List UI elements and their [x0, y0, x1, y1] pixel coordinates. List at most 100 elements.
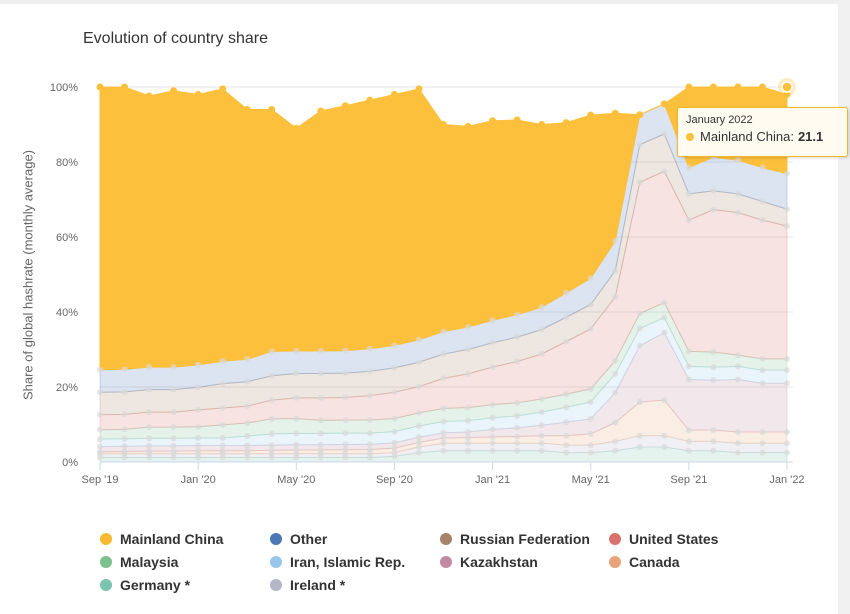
marker-kazakhstan[interactable]	[415, 434, 422, 441]
marker-iran-islamic-rep[interactable]	[538, 409, 545, 416]
marker-kazakhstan[interactable]	[170, 442, 177, 449]
marker-united-states[interactable]	[342, 394, 349, 401]
marker-iran-islamic-rep[interactable]	[759, 367, 766, 374]
marker-united-states[interactable]	[293, 394, 300, 401]
marker-other[interactable]	[219, 358, 226, 365]
marker-ireland[interactable]	[636, 432, 643, 439]
marker-russian-federation[interactable]	[244, 378, 251, 385]
marker-ireland[interactable]	[612, 438, 619, 445]
marker-ireland[interactable]	[759, 440, 766, 447]
marker-malaysia[interactable]	[342, 417, 349, 423]
marker-russian-federation[interactable]	[219, 380, 226, 387]
marker-russian-federation[interactable]	[489, 339, 496, 346]
marker-iran-islamic-rep[interactable]	[685, 363, 692, 370]
marker-canada[interactable]	[342, 446, 349, 453]
marker-other[interactable]	[121, 366, 128, 373]
marker-kazakhstan[interactable]	[317, 441, 324, 448]
marker-mainland-china[interactable]	[709, 83, 717, 91]
marker-kazakhstan[interactable]	[710, 377, 717, 384]
marker-united-states[interactable]	[734, 209, 741, 216]
marker-canada[interactable]	[440, 435, 447, 441]
marker-malaysia[interactable]	[146, 424, 153, 431]
marker-iran-islamic-rep[interactable]	[268, 430, 275, 437]
marker-mainland-china[interactable]	[292, 124, 300, 132]
marker-other[interactable]	[563, 289, 570, 296]
marker-mainland-china[interactable]	[341, 102, 349, 110]
marker-malaysia[interactable]	[293, 415, 300, 422]
marker-united-states[interactable]	[268, 397, 275, 404]
marker-kazakhstan[interactable]	[734, 376, 741, 383]
marker-united-states[interactable]	[514, 358, 521, 365]
marker-other[interactable]	[342, 347, 349, 354]
marker-canada[interactable]	[563, 432, 570, 439]
marker-iran-islamic-rep[interactable]	[587, 399, 594, 405]
marker-other[interactable]	[366, 345, 373, 352]
marker-malaysia[interactable]	[317, 417, 324, 424]
marker-canada[interactable]	[661, 397, 668, 404]
marker-germany[interactable]	[415, 449, 422, 456]
marker-iran-islamic-rep[interactable]	[391, 428, 398, 435]
marker-iran-islamic-rep[interactable]	[636, 325, 643, 332]
marker-malaysia[interactable]	[587, 385, 594, 392]
marker-malaysia[interactable]	[170, 424, 177, 431]
legend-item-canada[interactable]: Canada	[609, 554, 680, 570]
marker-kazakhstan[interactable]	[293, 441, 300, 448]
marker-canada[interactable]	[195, 447, 202, 454]
marker-other[interactable]	[759, 164, 766, 171]
marker-canada[interactable]	[587, 430, 594, 437]
marker-iran-islamic-rep[interactable]	[563, 404, 570, 411]
marker-mainland-china[interactable]	[758, 83, 766, 91]
marker-malaysia[interactable]	[784, 355, 790, 362]
marker-malaysia[interactable]	[219, 421, 226, 428]
marker-iran-islamic-rep[interactable]	[366, 430, 373, 437]
marker-malaysia[interactable]	[121, 426, 128, 433]
marker-other[interactable]	[784, 170, 790, 177]
marker-iran-islamic-rep[interactable]	[710, 364, 717, 371]
marker-iran-islamic-rep[interactable]	[415, 423, 422, 429]
marker-other[interactable]	[489, 317, 496, 324]
marker-mainland-china[interactable]	[660, 100, 668, 108]
marker-kazakhstan[interactable]	[440, 429, 447, 436]
marker-russian-federation[interactable]	[587, 301, 594, 308]
marker-russian-federation[interactable]	[685, 190, 692, 197]
marker-kazakhstan[interactable]	[219, 442, 226, 449]
marker-mainland-china[interactable]	[538, 121, 546, 128]
marker-kazakhstan[interactable]	[759, 380, 766, 387]
marker-canada[interactable]	[219, 447, 226, 454]
marker-united-states[interactable]	[784, 223, 790, 230]
marker-malaysia[interactable]	[97, 426, 103, 433]
legend-item-mainland-china[interactable]: Mainland China	[100, 531, 223, 547]
marker-russian-federation[interactable]	[317, 370, 324, 377]
marker-ireland[interactable]	[391, 449, 398, 456]
marker-malaysia[interactable]	[244, 420, 251, 426]
marker-mainland-china[interactable]	[685, 83, 693, 91]
marker-mainland-china[interactable]	[513, 116, 521, 124]
marker-russian-federation[interactable]	[97, 389, 103, 396]
marker-canada[interactable]	[391, 445, 398, 452]
legend-item-ireland[interactable]: Ireland *	[270, 577, 345, 593]
marker-other[interactable]	[268, 348, 275, 355]
marker-ireland[interactable]	[415, 444, 422, 450]
marker-iran-islamic-rep[interactable]	[342, 430, 349, 437]
marker-germany[interactable]	[514, 447, 521, 454]
marker-other[interactable]	[170, 364, 177, 371]
marker-united-states[interactable]	[317, 394, 324, 401]
marker-malaysia[interactable]	[366, 417, 373, 423]
marker-iran-islamic-rep[interactable]	[489, 414, 496, 421]
marker-russian-federation[interactable]	[538, 326, 545, 333]
marker-russian-federation[interactable]	[415, 359, 422, 366]
marker-kazakhstan[interactable]	[685, 376, 692, 383]
marker-other[interactable]	[685, 164, 692, 171]
marker-iran-islamic-rep[interactable]	[121, 435, 128, 442]
marker-mainland-china[interactable]	[390, 91, 398, 98]
marker-russian-federation[interactable]	[759, 198, 766, 205]
marker-canada[interactable]	[538, 432, 545, 439]
marker-united-states[interactable]	[465, 370, 472, 377]
marker-ireland[interactable]	[366, 450, 373, 457]
marker-canada[interactable]	[415, 439, 422, 446]
hover-point[interactable]	[781, 81, 793, 93]
marker-other[interactable]	[514, 311, 521, 318]
marker-other[interactable]	[97, 366, 103, 373]
marker-russian-federation[interactable]	[391, 364, 398, 371]
marker-iran-islamic-rep[interactable]	[465, 417, 472, 424]
